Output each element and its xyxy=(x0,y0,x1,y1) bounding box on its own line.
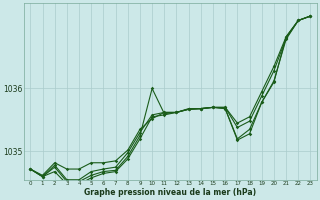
X-axis label: Graphe pression niveau de la mer (hPa): Graphe pression niveau de la mer (hPa) xyxy=(84,188,256,197)
